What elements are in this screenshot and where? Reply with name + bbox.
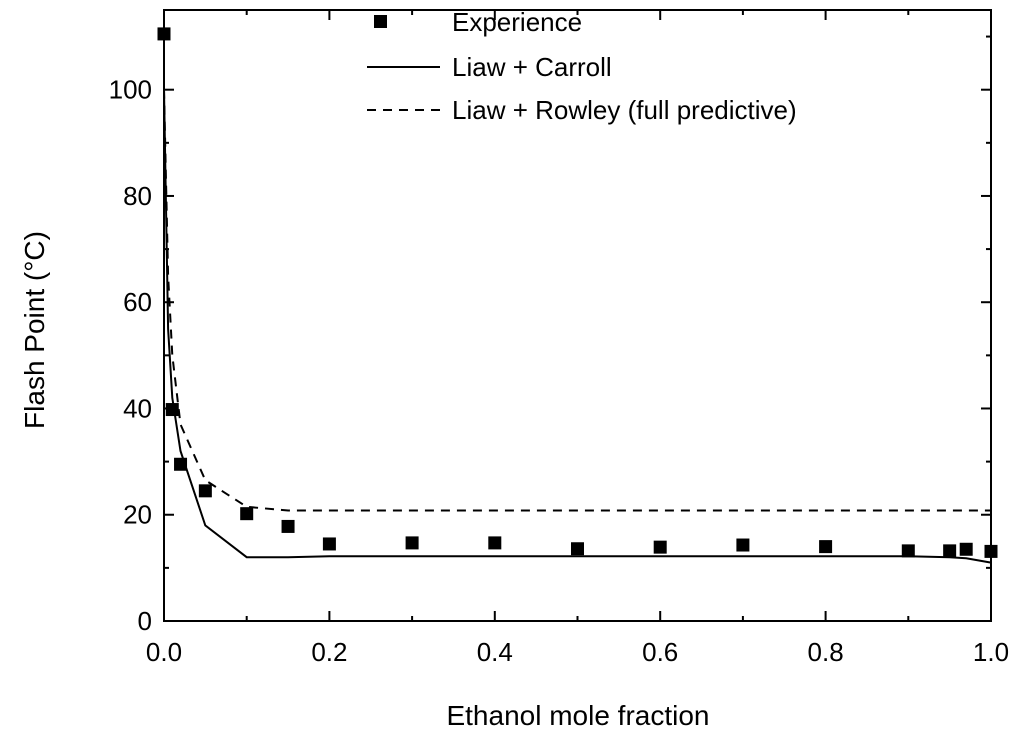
experience-data-point [959,542,973,556]
y-tick-label: 100 [109,75,152,105]
legend: Experience Liaw + Carroll Liaw + Rowley … [367,7,797,125]
experience-data-point [240,507,254,521]
experience-data-point [322,537,336,551]
liaw-carroll-line [163,89,992,564]
experience-data-point [571,542,584,556]
experience-data-point [901,544,915,558]
experience-data-point [405,536,419,550]
legend-label-liaw-rowley: Liaw + Rowley (full predictive) [452,95,797,125]
y-tick-label: 20 [123,500,152,530]
x-axis-title: Ethanol mole fraction [446,700,709,731]
axis-ticks [163,10,992,622]
x-tick-label: 0.6 [642,637,678,667]
liaw-rowley-line [163,89,991,512]
x-tick-label: 0.2 [311,637,347,667]
y-tick-label: 40 [123,393,152,423]
legend-label-experience: Experience [452,7,582,37]
experience-data-point [984,544,998,558]
experience-data-point [157,27,171,41]
y-tick-label: 60 [123,287,152,317]
experience-data-point [943,544,957,558]
experience-data-point [174,457,188,471]
x-tick-label: 1.0 [973,637,1009,667]
experience-data-point [488,536,502,550]
series-markers [157,27,998,558]
experience-data-point [819,540,833,554]
legend-label-liaw-carroll: Liaw + Carroll [452,52,612,82]
x-tick-label: 0.0 [146,637,182,667]
experience-data-point [653,540,667,554]
legend-marker-experience [374,15,387,28]
y-axis-title: Flash Point (°C) [19,231,50,429]
y-tick-label: 0 [138,606,152,636]
axis-tick-labels: 0.0 0.2 0.4 0.6 0.8 1.0 0 20 40 60 80 100 [109,75,1009,667]
x-tick-label: 0.4 [477,637,513,667]
x-tick-label: 0.8 [808,637,844,667]
y-tick-label: 80 [123,181,152,211]
experience-data-point [736,538,750,552]
experience-data-point [165,403,179,417]
series-lines [163,89,992,564]
experience-data-point [281,519,295,533]
experience-data-point [198,484,212,498]
